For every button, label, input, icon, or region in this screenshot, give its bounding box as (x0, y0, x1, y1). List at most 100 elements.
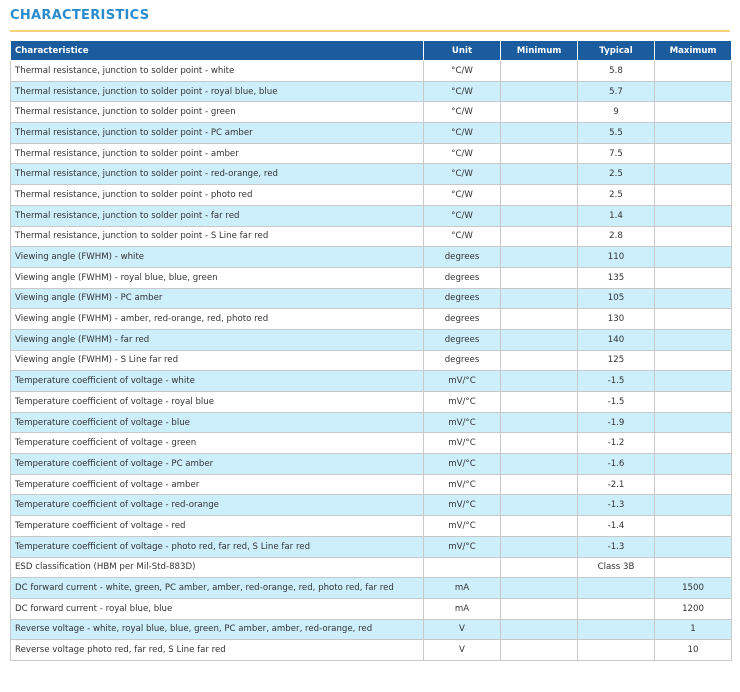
header-cell: Maximum (654, 40, 732, 61)
table-cell: -1.9 (577, 411, 655, 434)
table-row: Temperature coefficient of voltage - amb… (10, 473, 732, 496)
table-cell: °C/W (423, 80, 501, 103)
empty-cell (654, 453, 732, 475)
table-cell: °C/W (423, 204, 501, 227)
table-cell: °C/W (423, 184, 501, 206)
table-row: Reverse voltage - white, royal blue, blu… (10, 618, 732, 641)
header-cell: Typical (577, 40, 655, 61)
table-row: Temperature coefficient of voltage - roy… (10, 391, 732, 413)
empty-cell (500, 246, 578, 268)
table-cell: 5.5 (577, 122, 655, 144)
table-row: Viewing angle (FWHM) - PC amber degrees 10… (10, 287, 732, 310)
table-cell: Viewing angle (FWHM) - far red (10, 328, 424, 351)
table-cell: Temperature coefficient of voltage - amb… (10, 473, 424, 496)
empty-cell (500, 163, 578, 186)
table-cell: Reverse voltage photo red, far red, S Li… (10, 639, 424, 661)
table-cell: degrees (423, 328, 501, 351)
table-cell: -1.2 (577, 432, 655, 455)
empty-cell (654, 246, 732, 268)
table-row: Temperature coefficient of voltage - PC … (10, 453, 732, 475)
table-cell: Thermal resistance, junction to solder p… (10, 122, 424, 144)
empty-cell (500, 473, 578, 496)
table-row: Thermal resistance, junction to solder p… (10, 101, 732, 124)
empty-cell (500, 122, 578, 144)
table-body: Thermal resistance, junction to solder p… (10, 60, 732, 661)
table-cell: 5.7 (577, 80, 655, 103)
table-row: Viewing angle (FWHM) - far red degrees 140 (10, 328, 732, 351)
table-row: Temperature coefficient of voltage - pho… (10, 535, 732, 558)
empty-cell (500, 432, 578, 455)
table-cell: Thermal resistance, junction to solder p… (10, 80, 424, 103)
empty-cell (654, 266, 732, 289)
table-cell: -1.3 (577, 494, 655, 517)
empty-cell (654, 370, 732, 392)
table-cell: °C/W (423, 163, 501, 186)
empty-cell (654, 287, 732, 310)
table-row: Thermal resistance, junction to solder p… (10, 184, 732, 206)
header-row: Characteristice Unit Minimum Typical Maximum (10, 40, 732, 61)
table-row: Viewing angle (FWHM) - S Line far red deg… (10, 349, 732, 372)
table-cell: 7.5 (577, 142, 655, 165)
table-cell: °C/W (423, 122, 501, 144)
empty-cell (654, 473, 732, 496)
table-cell: °C/W (423, 60, 501, 82)
table-cell: DC forward current - royal blue, blue (10, 597, 424, 620)
empty-cell (654, 122, 732, 144)
empty-cell (500, 142, 578, 165)
table-cell: Temperature coefficient of voltage - whi… (10, 370, 424, 392)
table-cell: -1.4 (577, 515, 655, 537)
table-cell: 1200 (654, 597, 732, 620)
empty-cell (423, 556, 501, 579)
empty-cell (500, 287, 578, 310)
table-row: Thermal resistance, junction to solder p… (10, 163, 732, 186)
empty-cell (500, 80, 578, 103)
empty-cell (654, 494, 732, 517)
table-cell: 1 (654, 618, 732, 641)
table-cell: 1.4 (577, 204, 655, 227)
empty-cell (654, 101, 732, 124)
empty-cell (500, 308, 578, 330)
empty-cell (654, 225, 732, 248)
table-row: Viewing angle (FWHM) - white degrees 110 (10, 246, 732, 268)
table-row: Temperature coefficient of voltage - red… (10, 515, 732, 537)
empty-cell (654, 391, 732, 413)
empty-cell (577, 618, 655, 641)
table-cell: Thermal resistance, junction to solder p… (10, 225, 424, 248)
empty-cell (500, 597, 578, 620)
table-cell: Class 3B (577, 556, 655, 579)
empty-cell (500, 266, 578, 289)
empty-cell (654, 80, 732, 103)
table-cell: Temperature coefficient of voltage - red (10, 515, 424, 537)
table-cell: -2.1 (577, 473, 655, 496)
table-cell: 5.8 (577, 60, 655, 82)
table-cell: 10 (654, 639, 732, 661)
table-row: Temperature coefficient of voltage - red… (10, 494, 732, 517)
table-cell: Viewing angle (FWHM) - royal blue, blue,… (10, 266, 424, 289)
table-row: Thermal resistance, junction to solder p… (10, 122, 732, 144)
table-cell: 140 (577, 328, 655, 351)
table-cell: Temperature coefficient of voltage - gre… (10, 432, 424, 455)
table-row: DC forward current - white, green, PC am… (10, 577, 732, 599)
empty-cell (654, 60, 732, 82)
title-rule (10, 30, 730, 32)
table-cell: DC forward current - white, green, PC am… (10, 577, 424, 599)
table-cell: Viewing angle (FWHM) - white (10, 246, 424, 268)
empty-cell (654, 204, 732, 227)
empty-cell (654, 308, 732, 330)
table-cell: -1.6 (577, 453, 655, 475)
table-cell: -1.5 (577, 391, 655, 413)
table-cell: Temperature coefficient of voltage - blu… (10, 411, 424, 434)
empty-cell (654, 142, 732, 165)
empty-cell (500, 618, 578, 641)
table-cell: 2.5 (577, 163, 655, 186)
empty-cell (500, 101, 578, 124)
empty-cell (500, 494, 578, 517)
empty-cell (500, 328, 578, 351)
table-cell: degrees (423, 287, 501, 310)
empty-cell (654, 556, 732, 579)
table-cell: 9 (577, 101, 655, 124)
empty-cell (500, 60, 578, 82)
empty-cell (654, 432, 732, 455)
empty-cell (654, 349, 732, 372)
table-cell: V (423, 639, 501, 661)
